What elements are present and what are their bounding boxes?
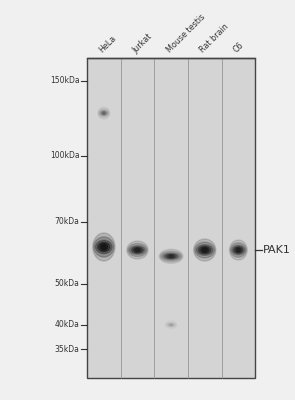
- Ellipse shape: [100, 244, 108, 250]
- Ellipse shape: [103, 112, 105, 114]
- Text: 150kDa: 150kDa: [50, 76, 80, 86]
- Ellipse shape: [169, 255, 173, 257]
- Ellipse shape: [162, 253, 180, 260]
- Ellipse shape: [160, 251, 182, 261]
- Ellipse shape: [169, 324, 173, 326]
- Ellipse shape: [102, 112, 106, 114]
- Ellipse shape: [232, 245, 245, 255]
- Ellipse shape: [170, 324, 172, 326]
- Ellipse shape: [98, 242, 110, 252]
- Ellipse shape: [127, 241, 148, 259]
- Text: Rat brain: Rat brain: [198, 22, 231, 55]
- Ellipse shape: [93, 233, 115, 261]
- Ellipse shape: [96, 240, 112, 254]
- Ellipse shape: [159, 249, 183, 263]
- Ellipse shape: [167, 254, 175, 258]
- Text: 50kDa: 50kDa: [55, 279, 80, 288]
- Ellipse shape: [101, 111, 107, 115]
- Text: HeLa: HeLa: [97, 34, 118, 55]
- Ellipse shape: [194, 239, 216, 261]
- Ellipse shape: [230, 240, 247, 260]
- Ellipse shape: [130, 246, 145, 254]
- Ellipse shape: [203, 248, 207, 252]
- Ellipse shape: [99, 109, 109, 118]
- Bar: [87, 58, 255, 378]
- Text: PAK1: PAK1: [263, 245, 291, 255]
- Ellipse shape: [237, 248, 240, 252]
- Ellipse shape: [128, 244, 147, 256]
- Ellipse shape: [134, 248, 141, 252]
- Ellipse shape: [196, 245, 213, 255]
- Ellipse shape: [195, 242, 215, 258]
- Ellipse shape: [235, 248, 241, 252]
- Text: 70kDa: 70kDa: [55, 217, 80, 226]
- Ellipse shape: [201, 247, 209, 253]
- Ellipse shape: [230, 243, 246, 257]
- Text: C6: C6: [232, 41, 246, 55]
- Text: Mouse testis: Mouse testis: [165, 13, 206, 55]
- Ellipse shape: [94, 237, 114, 257]
- Text: 40kDa: 40kDa: [55, 320, 80, 329]
- Ellipse shape: [98, 107, 110, 119]
- Ellipse shape: [165, 254, 178, 259]
- Ellipse shape: [168, 324, 174, 326]
- Text: 35kDa: 35kDa: [55, 345, 80, 354]
- Text: 100kDa: 100kDa: [50, 151, 80, 160]
- Ellipse shape: [99, 110, 108, 116]
- Ellipse shape: [199, 246, 211, 254]
- Text: Jurkat: Jurkat: [131, 32, 154, 55]
- Ellipse shape: [136, 248, 139, 252]
- Ellipse shape: [234, 247, 243, 254]
- Ellipse shape: [102, 245, 106, 249]
- Ellipse shape: [132, 247, 143, 253]
